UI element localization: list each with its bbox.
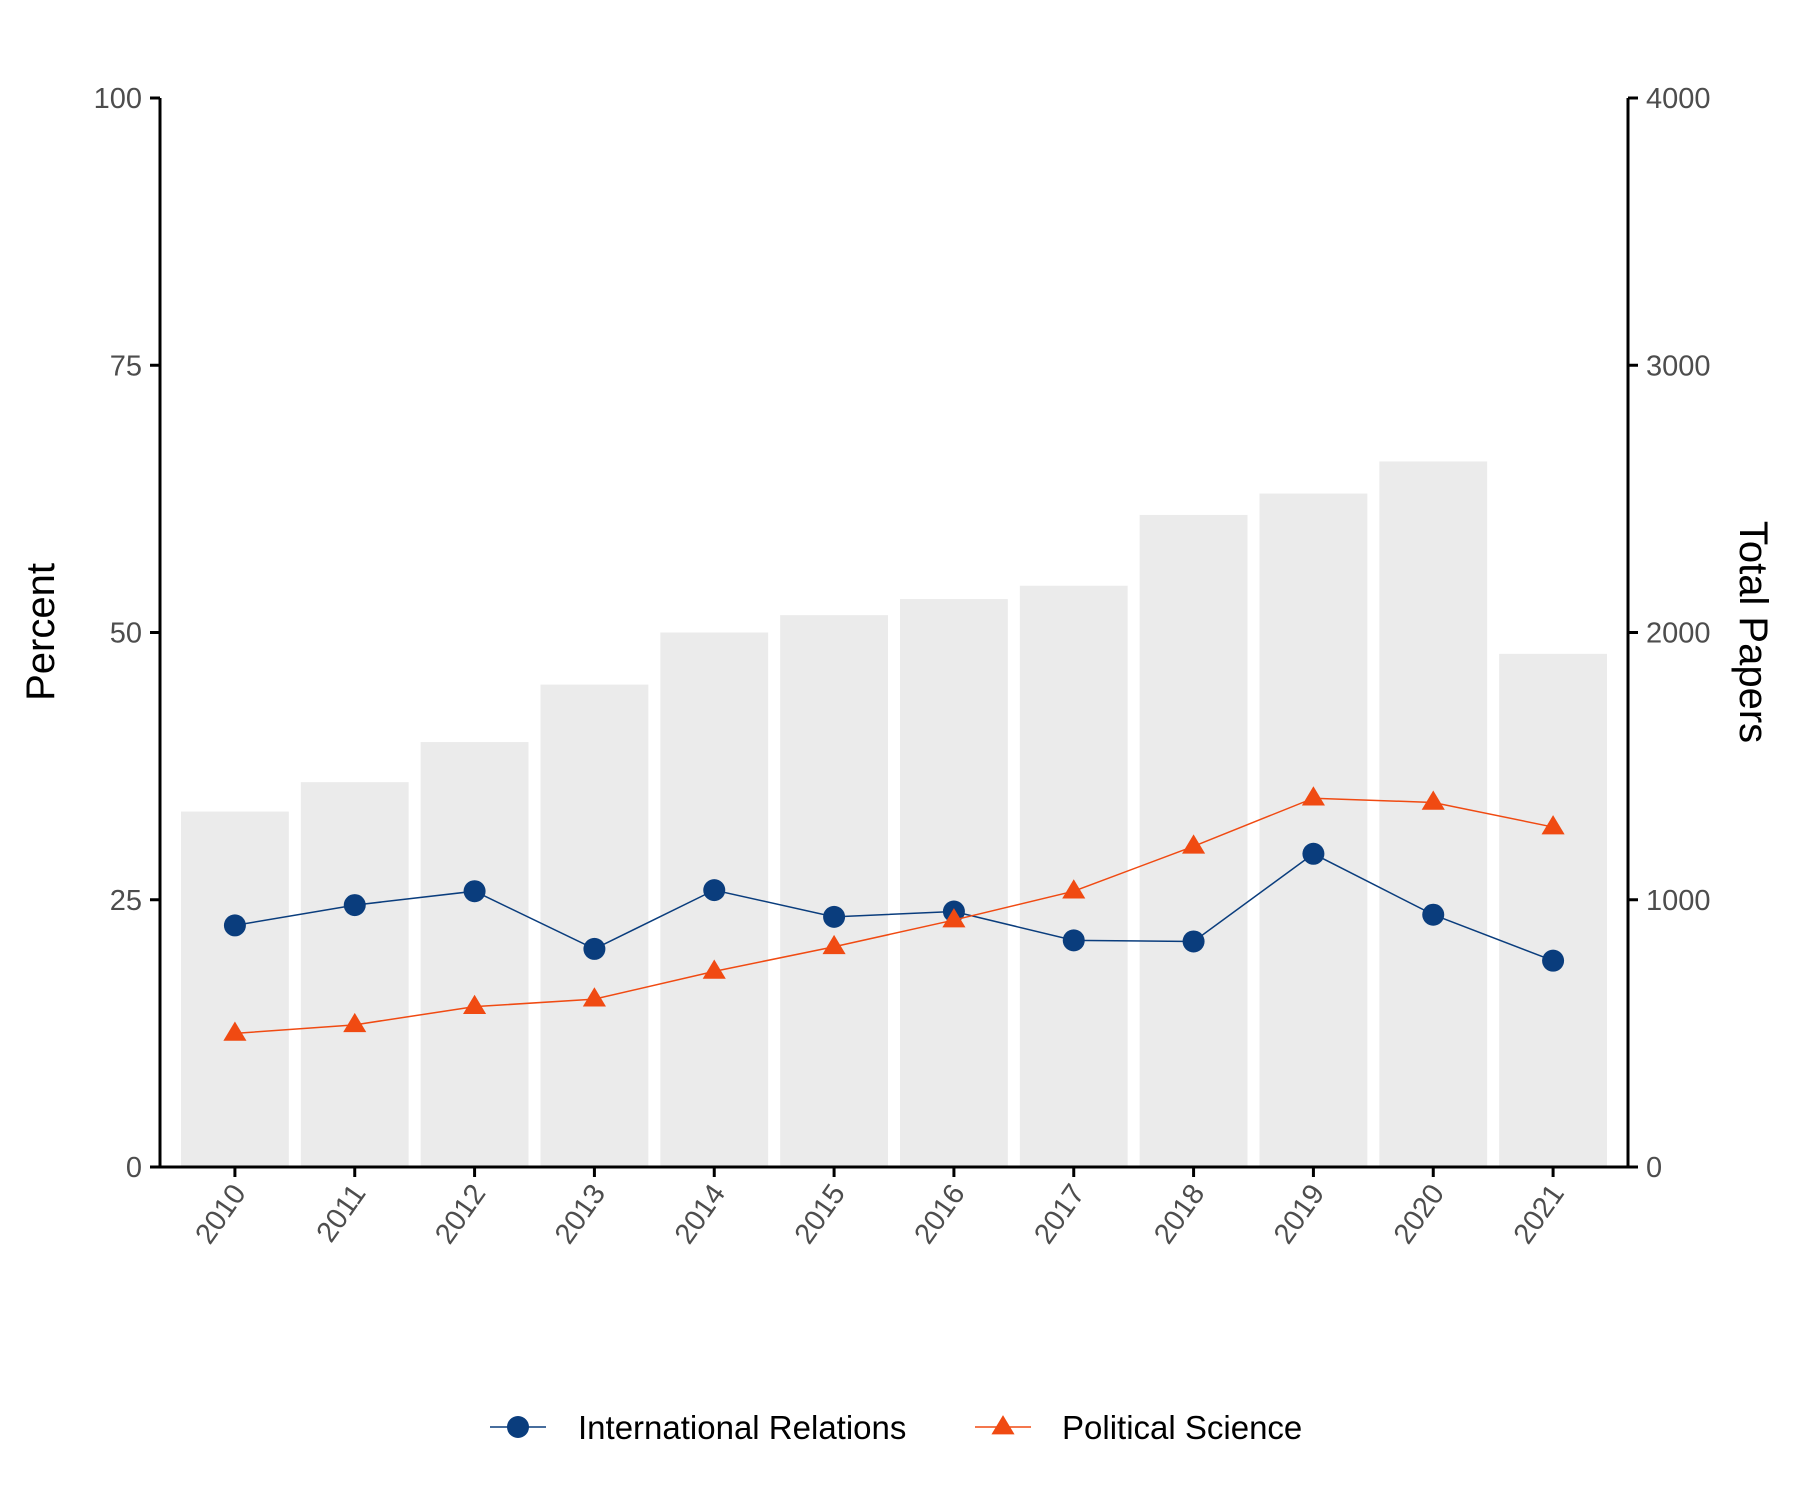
y-axis-title: Percent xyxy=(19,563,63,701)
y2-tick-label: 2000 xyxy=(1646,618,1711,650)
point-international-relations-2012 xyxy=(463,880,486,903)
point-political-science-2012 xyxy=(463,994,487,1014)
y2-tick-label: 4000 xyxy=(1646,83,1711,115)
point-political-science-2018 xyxy=(1182,834,1206,854)
x-tick-label: 2011 xyxy=(310,1179,372,1248)
y2-tick-label: 3000 xyxy=(1646,350,1711,382)
series-line-international-relations xyxy=(234,852,1554,962)
x-tick-label: 2013 xyxy=(549,1179,612,1250)
point-political-science-2011 xyxy=(343,1012,367,1033)
legend-marker-international-relations xyxy=(507,1416,529,1438)
point-political-science-2010 xyxy=(223,1021,247,1041)
bar-2020 xyxy=(1379,461,1488,1168)
bar-2021 xyxy=(1499,653,1608,1167)
point-political-science-2015 xyxy=(822,934,846,955)
point-international-relations-2010 xyxy=(223,914,246,937)
legend-label-international-relations: International Relations xyxy=(578,1409,906,1446)
x-tick-label: 2014 xyxy=(669,1179,732,1250)
y-tick-label: 25 xyxy=(110,885,142,917)
point-international-relations-2019 xyxy=(1302,842,1325,865)
x-tick-label: 2020 xyxy=(1388,1179,1451,1250)
point-international-relations-2014 xyxy=(703,879,726,902)
x-tick-label: 2021 xyxy=(1508,1179,1571,1250)
x-tick-label: 2012 xyxy=(429,1179,492,1250)
series-line-political-science xyxy=(234,797,1554,1035)
bar-2017 xyxy=(1019,585,1128,1167)
bars-layer xyxy=(180,461,1608,1168)
y-tick-label: 100 xyxy=(94,83,142,115)
y-tick-label: 0 xyxy=(126,1152,142,1184)
point-political-science-2020 xyxy=(1421,790,1445,810)
bar-2019 xyxy=(1259,493,1368,1167)
bar-2015 xyxy=(780,615,889,1167)
point-political-science-2016 xyxy=(942,908,966,928)
bar-2011 xyxy=(300,782,409,1167)
point-international-relations-2021 xyxy=(1542,949,1565,972)
bar-2016 xyxy=(899,599,1008,1167)
legend: International Relations Political Science xyxy=(490,1409,1302,1446)
y-tick-label: 75 xyxy=(110,350,142,382)
y-tick-label: 50 xyxy=(110,618,142,650)
lines-layer xyxy=(223,786,1565,1041)
x-tick-label: 2016 xyxy=(908,1179,971,1250)
point-international-relations-2015 xyxy=(823,905,846,928)
x-tick-label: 2015 xyxy=(789,1179,852,1250)
legend-marker-political-science xyxy=(991,1415,1015,1435)
point-international-relations-2020 xyxy=(1422,903,1445,926)
y2-tick-label: 0 xyxy=(1646,1152,1662,1184)
point-political-science-2017 xyxy=(1062,879,1086,899)
x-tick-label: 2017 xyxy=(1028,1179,1091,1250)
point-political-science-2019 xyxy=(1301,786,1325,806)
point-political-science-2013 xyxy=(582,987,606,1007)
y2-tick-label: 1000 xyxy=(1646,885,1711,917)
x-tick-label: 2010 xyxy=(189,1179,252,1250)
point-international-relations-2013 xyxy=(583,937,606,960)
x-tick-label: 2019 xyxy=(1268,1179,1331,1250)
y2-axis-title: Total Papers xyxy=(1731,521,1775,743)
point-political-science-2014 xyxy=(702,959,726,979)
bar-2012 xyxy=(420,742,529,1167)
point-international-relations-2018 xyxy=(1182,930,1205,953)
bar-2013 xyxy=(540,684,649,1167)
legend-label-political-science: Political Science xyxy=(1062,1409,1302,1446)
point-international-relations-2017 xyxy=(1062,929,1085,952)
x-tick-label: 2018 xyxy=(1148,1179,1211,1250)
point-political-science-2021 xyxy=(1541,815,1565,835)
point-international-relations-2011 xyxy=(343,894,366,917)
bar-2010 xyxy=(180,811,289,1167)
